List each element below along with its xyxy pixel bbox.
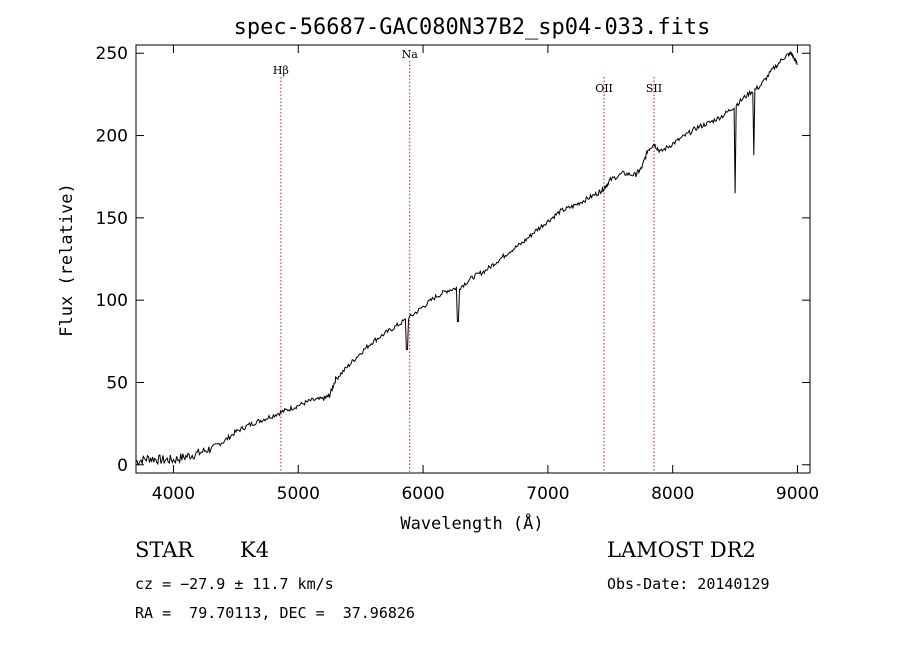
x-tick-label: 9000 <box>776 484 819 504</box>
ra-dec: RA = 79.70113, DEC = 37.96826 <box>135 604 415 622</box>
line-marker-label: Hβ <box>273 64 289 77</box>
chart-title: spec-56687-GAC080N37B2_sp04-033.fits <box>234 15 711 40</box>
spectrum-line <box>135 50 798 466</box>
line-marker-label: Na <box>402 48 419 61</box>
y-tick-label: 50 <box>106 373 128 393</box>
x-tick-label: 5000 <box>277 484 320 504</box>
y-axis-label: Flux (relative) <box>57 183 77 337</box>
line-marker-label: SII <box>646 82 662 95</box>
object-class: STAR <box>135 538 194 562</box>
plot-frame <box>135 44 811 474</box>
x-tick-label: 8000 <box>651 484 694 504</box>
x-tick-label: 4000 <box>152 484 195 504</box>
y-tick-label: 100 <box>96 291 128 311</box>
y-tick-label: 150 <box>96 209 128 229</box>
x-axis-label: Wavelength (Å) <box>400 512 543 534</box>
y-tick-label: 0 <box>117 456 128 476</box>
y-tick-label: 250 <box>96 44 128 64</box>
line-marker-label: OII <box>595 82 613 95</box>
object-subclass: K4 <box>240 538 270 562</box>
redshift-cz: cz = −27.9 ± 11.7 km/s <box>135 575 334 593</box>
y-tick-label: 200 <box>96 127 128 147</box>
observation-date: Obs-Date: 20140129 <box>607 575 770 593</box>
survey-name: LAMOST DR2 <box>607 538 756 562</box>
x-tick-label: 6000 <box>401 484 444 504</box>
x-tick-label: 7000 <box>526 484 569 504</box>
